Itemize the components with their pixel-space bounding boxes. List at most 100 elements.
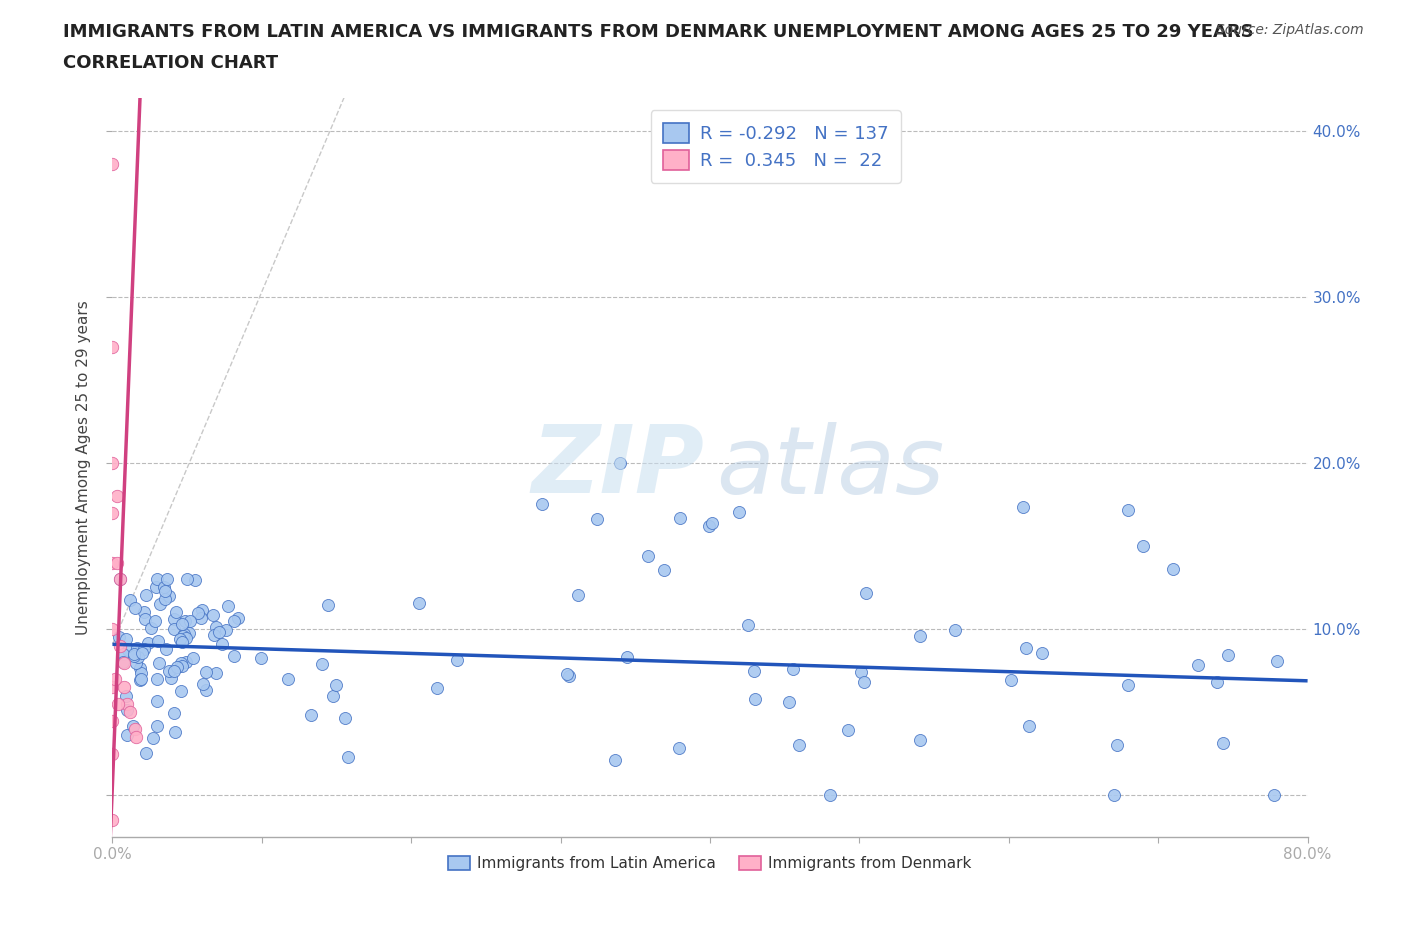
Point: [115, 688, 138, 703]
Point: [222, 649, 245, 664]
Point: [217, 598, 239, 613]
Point: [132, 642, 155, 657]
Point: [744, 664, 766, 679]
Point: [132, 604, 155, 619]
Point: [148, 656, 170, 671]
Point: [163, 622, 186, 637]
Point: [782, 661, 804, 676]
Point: [107, 630, 129, 644]
Point: [1116, 678, 1139, 693]
Point: [567, 587, 589, 602]
Point: [111, 654, 134, 669]
Point: [277, 671, 299, 686]
Point: [1102, 788, 1125, 803]
Point: [153, 591, 176, 606]
Point: [1132, 539, 1154, 554]
Point: [174, 655, 197, 670]
Point: [214, 622, 236, 637]
Point: [170, 617, 193, 631]
Point: [149, 596, 172, 611]
Point: [169, 631, 191, 646]
Point: [851, 664, 873, 679]
Point: [127, 650, 149, 665]
Point: [908, 629, 931, 644]
Point: [1187, 658, 1209, 672]
Point: [155, 641, 177, 656]
Point: [138, 635, 160, 650]
Point: [120, 593, 142, 608]
Point: [744, 692, 766, 707]
Point: [101, 622, 124, 637]
Point: [104, 671, 127, 686]
Point: [124, 648, 146, 663]
Text: atlas: atlas: [716, 422, 945, 512]
Point: [120, 705, 142, 720]
Text: IMMIGRANTS FROM LATIN AMERICA VS IMMIGRANTS FROM DENMARK UNEMPLOYMENT AMONG AGES: IMMIGRANTS FROM LATIN AMERICA VS IMMIGRA…: [63, 23, 1254, 41]
Point: [145, 719, 167, 734]
Point: [101, 680, 124, 695]
Point: [1105, 737, 1128, 752]
Point: [652, 563, 675, 578]
Point: [101, 713, 124, 728]
Point: [153, 583, 176, 598]
Point: [555, 667, 578, 682]
Point: [172, 658, 194, 673]
Point: [737, 618, 759, 633]
Point: [668, 741, 690, 756]
Point: [146, 572, 169, 587]
Point: [530, 497, 553, 512]
Point: [336, 750, 359, 764]
Point: [250, 650, 273, 665]
Point: [609, 456, 631, 471]
Point: [1212, 736, 1234, 751]
Point: [586, 512, 609, 526]
Point: [124, 722, 146, 737]
Point: [170, 656, 193, 671]
Point: [115, 727, 138, 742]
Point: [125, 656, 148, 671]
Point: [1031, 645, 1053, 660]
Point: [637, 549, 659, 564]
Point: [160, 671, 183, 685]
Point: [101, 555, 124, 570]
Point: [163, 612, 186, 627]
Point: [152, 579, 174, 594]
Point: [1267, 654, 1289, 669]
Point: [190, 610, 212, 625]
Point: [101, 156, 124, 171]
Point: [700, 515, 723, 530]
Point: [191, 603, 214, 618]
Point: [101, 747, 124, 762]
Y-axis label: Unemployment Among Ages 25 to 29 years: Unemployment Among Ages 25 to 29 years: [76, 300, 91, 634]
Point: [148, 633, 170, 648]
Point: [159, 663, 181, 678]
Point: [125, 645, 148, 660]
Point: [142, 731, 165, 746]
Point: [603, 752, 626, 767]
Point: [1161, 561, 1184, 576]
Point: [156, 572, 179, 587]
Point: [311, 657, 333, 671]
Point: [179, 614, 201, 629]
Text: ZIP: ZIP: [531, 421, 704, 513]
Point: [204, 620, 226, 635]
Point: [111, 647, 134, 662]
Point: [125, 730, 148, 745]
Point: [1216, 648, 1239, 663]
Point: [101, 813, 124, 828]
Legend: Immigrants from Latin America, Immigrants from Denmark: Immigrants from Latin America, Immigrant…: [443, 850, 977, 877]
Point: [820, 788, 842, 803]
Point: [101, 506, 124, 521]
Point: [131, 665, 153, 680]
Point: [117, 697, 139, 711]
Point: [299, 708, 322, 723]
Point: [122, 646, 145, 661]
Point: [616, 650, 638, 665]
Point: [131, 645, 153, 660]
Point: [1012, 499, 1035, 514]
Point: [211, 637, 233, 652]
Point: [1015, 640, 1038, 655]
Point: [135, 746, 157, 761]
Point: [115, 703, 138, 718]
Point: [107, 697, 129, 711]
